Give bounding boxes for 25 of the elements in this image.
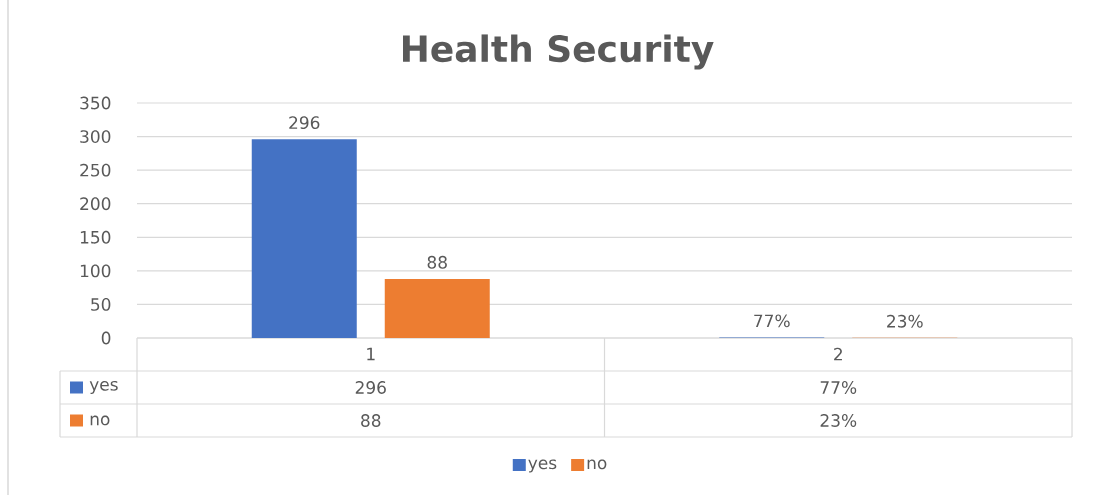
x-tick-label: 1 <box>367 347 375 361</box>
text: yes <box>89 380 118 395</box>
y-tick-label: 250 <box>80 163 111 177</box>
text: 77% <box>754 314 790 328</box>
chart-title: Health Security <box>403 34 714 70</box>
y-tick-label: 350 <box>80 96 111 110</box>
y-tick-label: 300 <box>80 130 111 143</box>
text: no <box>90 415 110 426</box>
x-tick-label: 2 <box>834 347 842 361</box>
y-tick-label: 50 <box>91 297 111 311</box>
text: 23% <box>887 314 923 328</box>
legend-label: no <box>587 459 607 470</box>
bar <box>251 139 357 338</box>
y-tick-label: 0 <box>101 331 111 345</box>
y-tick-label: 100 <box>80 264 111 278</box>
y-tick-label: 200 <box>80 197 111 211</box>
data-label: 77% <box>820 381 857 394</box>
data-label: 23% <box>820 414 857 427</box>
y-tick-label: 150 <box>80 230 111 244</box>
text: 88 <box>427 255 447 269</box>
bar <box>384 278 490 338</box>
text: 296 <box>289 116 320 130</box>
legend-label: yes <box>528 459 557 473</box>
data-label: 88 <box>361 414 381 427</box>
data-label: 296 <box>355 381 386 394</box>
